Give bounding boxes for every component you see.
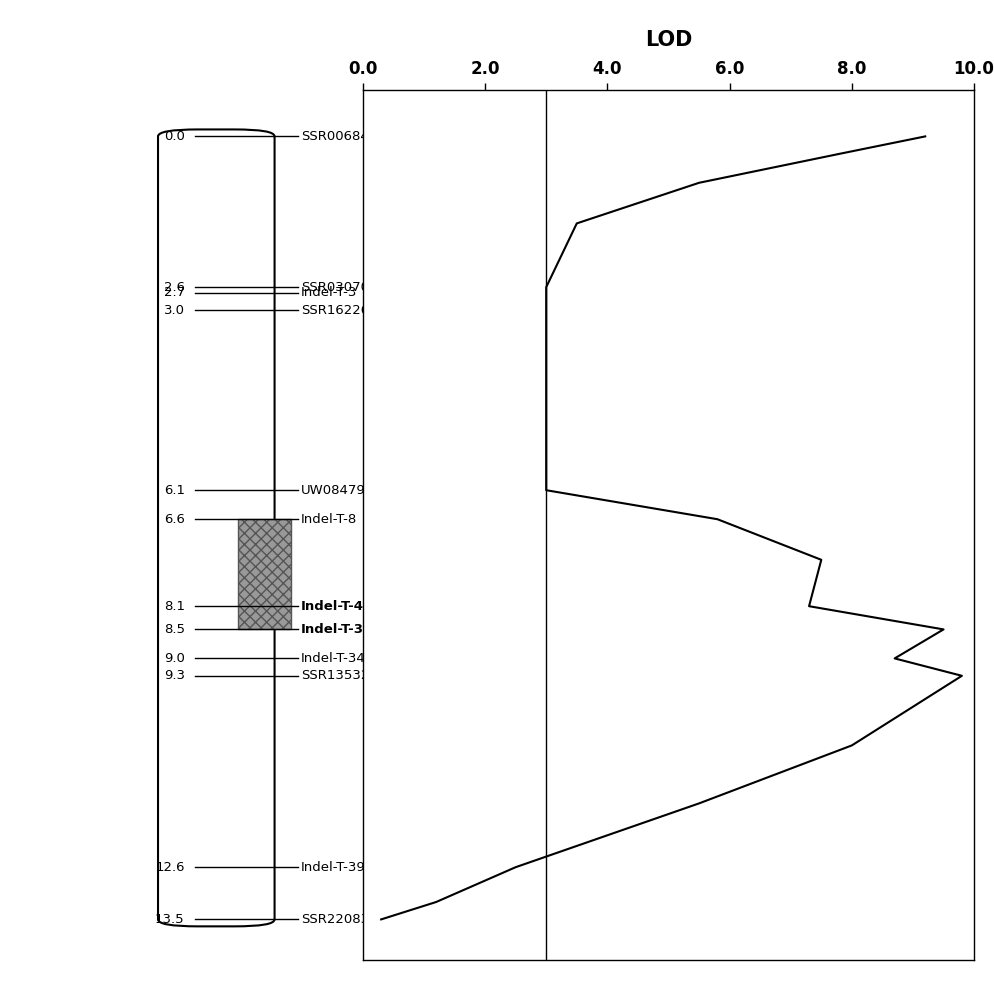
Text: 9.0: 9.0 — [164, 652, 185, 665]
Text: SSR13532: SSR13532 — [301, 669, 370, 682]
Text: 0.0: 0.0 — [164, 130, 185, 143]
Text: UW084793: UW084793 — [301, 484, 375, 497]
Text: Indel-T-39: Indel-T-39 — [301, 861, 366, 874]
Text: 12.6: 12.6 — [155, 861, 185, 874]
Text: Indel-T-3: Indel-T-3 — [301, 286, 358, 300]
FancyBboxPatch shape — [158, 129, 274, 926]
Text: Indel-T-32: Indel-T-32 — [301, 623, 374, 636]
Text: 13.5: 13.5 — [155, 913, 185, 926]
Bar — [238, 519, 291, 629]
Text: 9.3: 9.3 — [164, 669, 185, 682]
Text: Indel-T-34: Indel-T-34 — [301, 652, 366, 665]
Text: SSR22083: SSR22083 — [301, 913, 370, 926]
Text: 3.0: 3.0 — [164, 304, 185, 317]
Text: SSR16226: SSR16226 — [301, 304, 370, 317]
Text: SSR03070: SSR03070 — [301, 281, 369, 294]
Text: Indel-T-8: Indel-T-8 — [301, 513, 358, 526]
Text: Indel-T-47: Indel-T-47 — [301, 600, 374, 613]
Text: SSR00684: SSR00684 — [301, 130, 369, 143]
X-axis label: LOD: LOD — [645, 30, 692, 50]
Text: 6.1: 6.1 — [164, 484, 185, 497]
Text: 6.6: 6.6 — [164, 513, 185, 526]
Text: 2.6: 2.6 — [164, 281, 185, 294]
Text: 2.7: 2.7 — [164, 286, 185, 300]
Text: 8.1: 8.1 — [164, 600, 185, 613]
Text: 8.5: 8.5 — [164, 623, 185, 636]
